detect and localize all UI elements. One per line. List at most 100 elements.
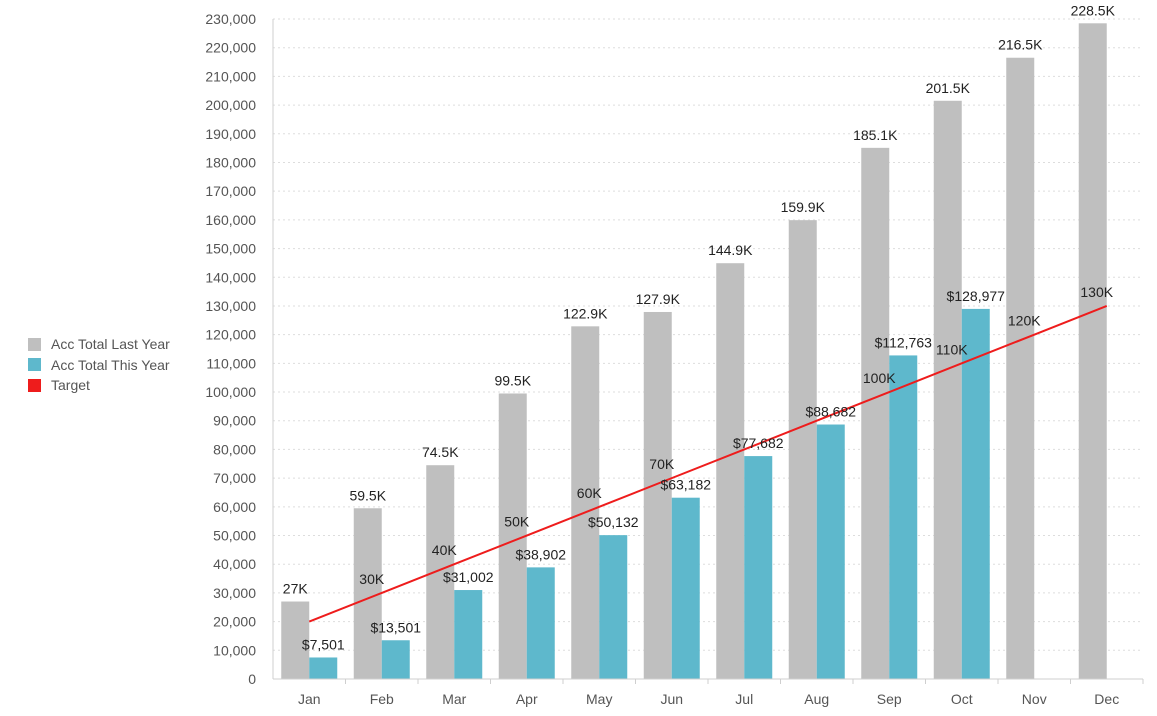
x-tick-label: Apr: [516, 691, 538, 707]
data-label-this-year: $13,501: [370, 619, 421, 635]
x-tick-label: Sep: [877, 691, 902, 707]
data-label-this-year: $112,763: [875, 334, 933, 350]
y-tick-label: 0: [248, 671, 256, 687]
bar-this-year-feb[interactable]: [381, 640, 410, 679]
y-tick-label: 110,000: [206, 355, 256, 371]
bar-last-year-dec[interactable]: [1078, 23, 1107, 680]
x-tick-label: Aug: [804, 691, 829, 707]
bar-last-year-apr[interactable]: [498, 393, 527, 679]
bar-last-year-feb[interactable]: [353, 508, 382, 679]
y-tick-label: 70,000: [213, 470, 256, 486]
bar-last-year-mar[interactable]: [426, 465, 455, 679]
bar-this-year-jul[interactable]: [744, 456, 773, 679]
data-label-this-year: $88,682: [805, 404, 856, 420]
legend-item-this-year[interactable]: Acc Total This Year: [28, 355, 170, 376]
data-label-target: 120K: [1008, 313, 1041, 329]
bar-last-year-aug[interactable]: [788, 220, 817, 679]
x-tick-label: Dec: [1094, 691, 1119, 707]
data-label-target: 30K: [359, 571, 385, 587]
y-tick-label: 20,000: [213, 614, 256, 630]
data-label-target: 70K: [649, 456, 675, 472]
data-label-this-year: $63,182: [660, 477, 711, 493]
y-tick-label: 50,000: [213, 528, 256, 544]
bar-last-year-sep[interactable]: [861, 147, 890, 679]
legend-item-target[interactable]: Target: [28, 375, 170, 396]
data-label-last-year: 99.5K: [494, 372, 531, 388]
data-label-last-year: 122.9K: [563, 305, 608, 321]
y-tick-label: 10,000: [213, 642, 256, 658]
x-tick-label: Nov: [1022, 691, 1047, 707]
bar-this-year-sep[interactable]: [889, 355, 918, 679]
data-label-target: 50K: [504, 514, 530, 530]
bar-last-year-oct[interactable]: [933, 100, 962, 680]
data-label-this-year: $50,132: [588, 514, 639, 530]
y-tick-label: 140,000: [205, 269, 256, 285]
bars: [281, 23, 1107, 680]
bar-last-year-jul[interactable]: [716, 263, 745, 679]
data-label-this-year: $128,977: [947, 288, 1006, 304]
legend-label-last-year: Acc Total Last Year: [51, 336, 170, 353]
data-label-target: 60K: [577, 485, 603, 501]
target-line: [308, 305, 1108, 623]
bar-this-year-jan[interactable]: [309, 657, 338, 679]
legend-label-this-year: Acc Total This Year: [51, 356, 170, 373]
data-label-last-year: 185.1K: [853, 127, 898, 143]
y-tick-label: 180,000: [205, 154, 256, 170]
x-tick-label: Feb: [370, 691, 394, 707]
bar-last-year-jun[interactable]: [643, 311, 672, 679]
data-label-last-year: 201.5K: [926, 80, 971, 96]
bar-this-year-oct[interactable]: [961, 308, 990, 679]
legend-label-target: Target: [51, 377, 90, 394]
y-tick-label: 210,000: [205, 68, 256, 84]
bar-last-year-may[interactable]: [571, 326, 600, 679]
legend-swatch-this-year: [28, 358, 41, 372]
y-tick-label: 170,000: [205, 183, 256, 199]
y-tick-label: 60,000: [213, 499, 256, 515]
y-tick-label: 40,000: [213, 556, 256, 572]
y-tick-label: 230,000: [205, 11, 256, 27]
bar-this-year-apr[interactable]: [526, 567, 555, 679]
y-tick-label: 160,000: [205, 212, 256, 228]
x-tick-label: Mar: [442, 691, 466, 707]
x-tick-label: Jan: [298, 691, 321, 707]
data-label-last-year: 216.5K: [998, 37, 1043, 53]
bar-this-year-mar[interactable]: [454, 590, 483, 679]
bar-this-year-jun[interactable]: [671, 497, 700, 679]
legend-swatch-target: [28, 378, 41, 392]
x-tick-label: Jul: [735, 691, 753, 707]
y-tick-label: 100,000: [205, 384, 256, 400]
x-axis: Jan Feb Mar Apr May Jun Jul Aug Sep Oct Nov Dec: [273, 678, 1144, 707]
data-labels: 27K $7,501 59.5K $13,501 74.5K $31,002 99.5K $3…: [283, 2, 1116, 652]
x-tick-label: May: [586, 691, 612, 707]
bar-last-year-jan[interactable]: [281, 601, 310, 679]
y-tick-label: 120,000: [205, 327, 256, 343]
y-tick-label: 130,000: [205, 298, 256, 314]
data-label-target: 40K: [432, 542, 458, 558]
bar-last-year-nov[interactable]: [1006, 57, 1035, 679]
target-line-path: [308, 305, 1108, 623]
data-label-last-year: 228.5K: [1071, 2, 1116, 18]
data-label-this-year: $31,002: [443, 569, 494, 585]
data-label-last-year: 144.9K: [708, 242, 753, 258]
gridlines: [273, 18, 1143, 680]
data-label-target: 130K: [1080, 284, 1113, 300]
y-tick-label: 150,000: [205, 241, 256, 257]
data-label-last-year: 159.9K: [781, 199, 826, 215]
data-label-target: 100K: [863, 370, 896, 386]
bar-this-year-aug[interactable]: [816, 424, 845, 679]
x-tick-label: Oct: [951, 691, 973, 707]
data-label-this-year: $77,682: [733, 435, 784, 451]
y-tick-label: 80,000: [213, 441, 256, 457]
legend: Acc Total Last Year Acc Total This Year …: [28, 334, 170, 396]
data-label-target: 110K: [936, 341, 968, 357]
bar-this-year-may[interactable]: [599, 535, 628, 679]
y-tick-label: 200,000: [205, 97, 256, 113]
data-label-this-year: $7,501: [302, 636, 345, 652]
data-label-last-year: 27K: [283, 581, 309, 597]
y-tick-label: 30,000: [213, 585, 256, 601]
y-axis: 0 10,000 20,000 30,000 40,000 50,000 60,000 70,…: [205, 11, 274, 687]
data-label-last-year: 59.5K: [349, 487, 386, 503]
legend-item-last-year[interactable]: Acc Total Last Year: [28, 334, 170, 355]
